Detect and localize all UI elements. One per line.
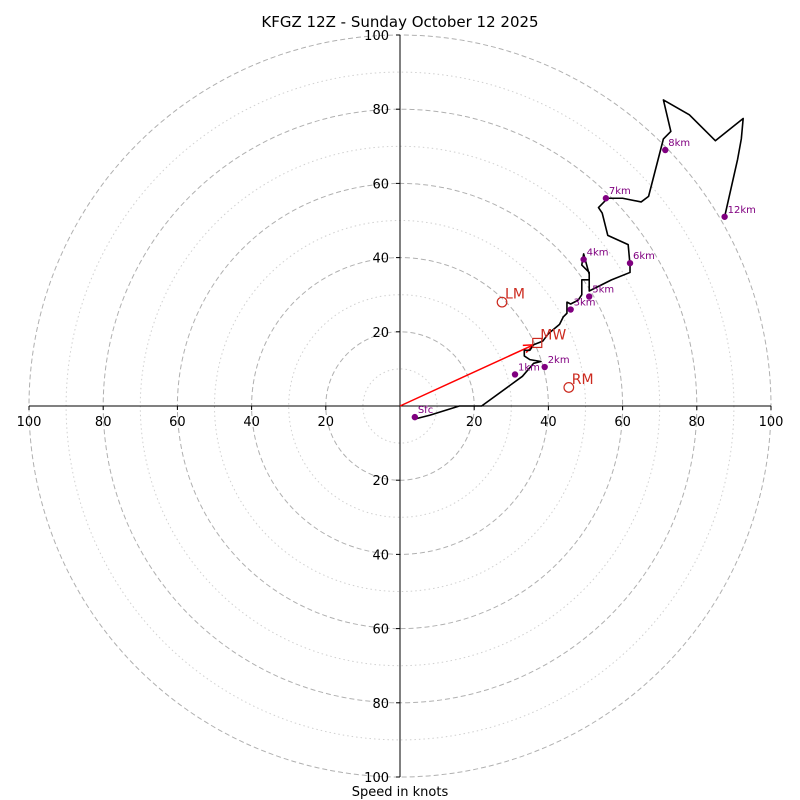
chart-title: KFGZ 12Z - Sunday October 12 2025 xyxy=(261,13,538,31)
height-marker-3km xyxy=(567,306,574,313)
y-tick-label: 20 xyxy=(372,474,389,489)
x-tick-label: 40 xyxy=(540,415,557,430)
storm-marker-rm xyxy=(563,382,575,393)
storm-label-rm: RM xyxy=(572,372,594,388)
storm-marker-lm xyxy=(496,296,508,308)
x-tick-label: 80 xyxy=(95,415,112,430)
storm-marker-mw xyxy=(532,337,543,349)
height-label-3km: 3km xyxy=(574,298,596,309)
x-tick-label: 100 xyxy=(17,415,42,430)
y-tick-label: 100 xyxy=(364,771,389,786)
height-marker-5km xyxy=(586,293,593,300)
x-tick-label: 80 xyxy=(689,415,706,430)
height-label-6km: 6km xyxy=(633,251,655,262)
y-tick-label: 40 xyxy=(372,252,389,267)
y-tick-label: 60 xyxy=(372,623,389,638)
height-marker-7km xyxy=(602,195,610,202)
tick-labels: 100 80 60 40 20 20 40 60 80 100 100 80 60 40 20 20 40 60 8… xyxy=(17,29,784,786)
height-marker-6km xyxy=(626,259,634,267)
mean-wind-arrow-shaft xyxy=(399,344,534,407)
height-marker-sfc xyxy=(411,413,419,421)
storm-label-lm: LM xyxy=(505,287,525,303)
x-tick-label: 60 xyxy=(614,415,631,430)
x-tick-label: 60 xyxy=(169,415,186,430)
x-tick-label: 20 xyxy=(318,415,335,430)
height-marker-8km xyxy=(662,146,669,154)
height-marker-12km xyxy=(721,213,728,220)
height-marker-1km xyxy=(511,371,519,378)
height-marker-4km xyxy=(580,256,587,263)
x-tick-label: 20 xyxy=(466,415,483,430)
x-tick-label: 100 xyxy=(759,415,784,430)
hodograph-line xyxy=(414,99,744,420)
y-tick-label: 40 xyxy=(372,548,389,563)
height-label-4km: 4km xyxy=(587,247,609,258)
height-label-1km: 1km xyxy=(518,362,540,373)
y-tick-label: 80 xyxy=(372,103,389,118)
height-label-5km: 5km xyxy=(592,285,614,296)
storm-motion-markers: LM MW RM xyxy=(496,287,594,393)
y-tick-label: 80 xyxy=(372,697,389,712)
height-label-8km: 8km xyxy=(668,138,690,149)
height-markers: Sfc 1km 2km 3km 4km 5km 6km 7km 8km 12km xyxy=(411,138,756,421)
x-tick-label: 40 xyxy=(243,415,260,430)
y-tick-label: 60 xyxy=(372,177,389,192)
storm-label-mw: MW xyxy=(540,327,566,343)
y-tick-label: 100 xyxy=(364,29,389,44)
y-tick-label: 20 xyxy=(372,326,389,341)
height-label-7km: 7km xyxy=(609,186,631,197)
x-axis-label: Speed in knots xyxy=(352,785,449,800)
height-label-12km: 12km xyxy=(728,205,756,216)
height-label-sfc: Sfc xyxy=(418,405,433,416)
hodograph-trace xyxy=(414,99,744,420)
height-label-2km: 2km xyxy=(548,355,570,366)
height-marker-2km xyxy=(541,363,548,371)
